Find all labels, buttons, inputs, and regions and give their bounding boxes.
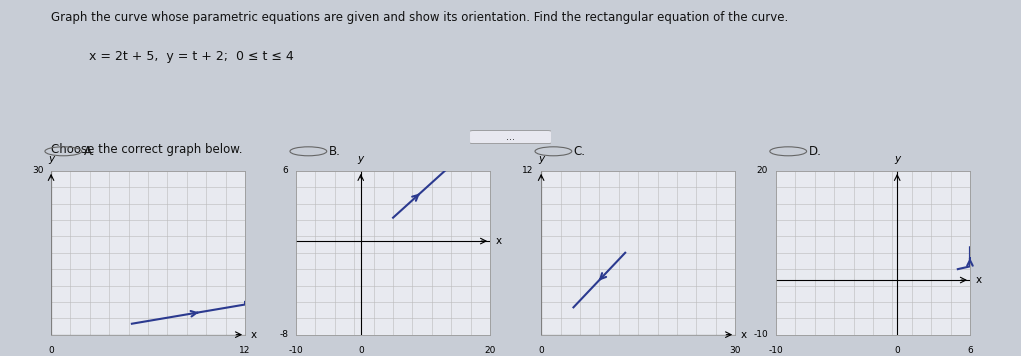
Text: 0: 0 <box>358 346 363 355</box>
Text: y: y <box>894 155 901 164</box>
Text: ...: ... <box>506 132 515 142</box>
Text: x = 2t + 5,  y = t + 2;  0 ≤ t ≤ 4: x = 2t + 5, y = t + 2; 0 ≤ t ≤ 4 <box>89 50 293 63</box>
Text: Choose the correct graph below.: Choose the correct graph below. <box>51 143 243 156</box>
Text: x: x <box>251 330 257 340</box>
Text: 0: 0 <box>894 346 901 355</box>
FancyBboxPatch shape <box>470 131 551 143</box>
Text: 30: 30 <box>729 346 741 355</box>
Text: -10: -10 <box>289 346 303 355</box>
Text: 20: 20 <box>757 166 768 176</box>
Text: 6: 6 <box>283 166 288 176</box>
Text: y: y <box>357 155 363 164</box>
Text: 20: 20 <box>484 346 496 355</box>
Text: x: x <box>496 236 502 246</box>
Text: Graph the curve whose parametric equations are given and show its orientation. F: Graph the curve whose parametric equatio… <box>51 11 788 24</box>
Text: 0: 0 <box>48 346 54 355</box>
Text: y: y <box>48 155 54 164</box>
Text: y: y <box>538 155 544 164</box>
Text: x: x <box>741 330 747 340</box>
Text: 0: 0 <box>538 346 544 355</box>
Text: x: x <box>976 275 982 285</box>
Text: 12: 12 <box>522 166 533 176</box>
Text: -10: -10 <box>753 330 768 339</box>
Text: A.: A. <box>84 145 95 158</box>
Text: C.: C. <box>574 145 586 158</box>
Text: 30: 30 <box>32 166 43 176</box>
Text: 12: 12 <box>239 346 251 355</box>
Text: -10: -10 <box>769 346 783 355</box>
Text: D.: D. <box>809 145 822 158</box>
Text: -8: -8 <box>280 330 288 339</box>
Text: B.: B. <box>329 145 341 158</box>
Text: 6: 6 <box>967 346 973 355</box>
